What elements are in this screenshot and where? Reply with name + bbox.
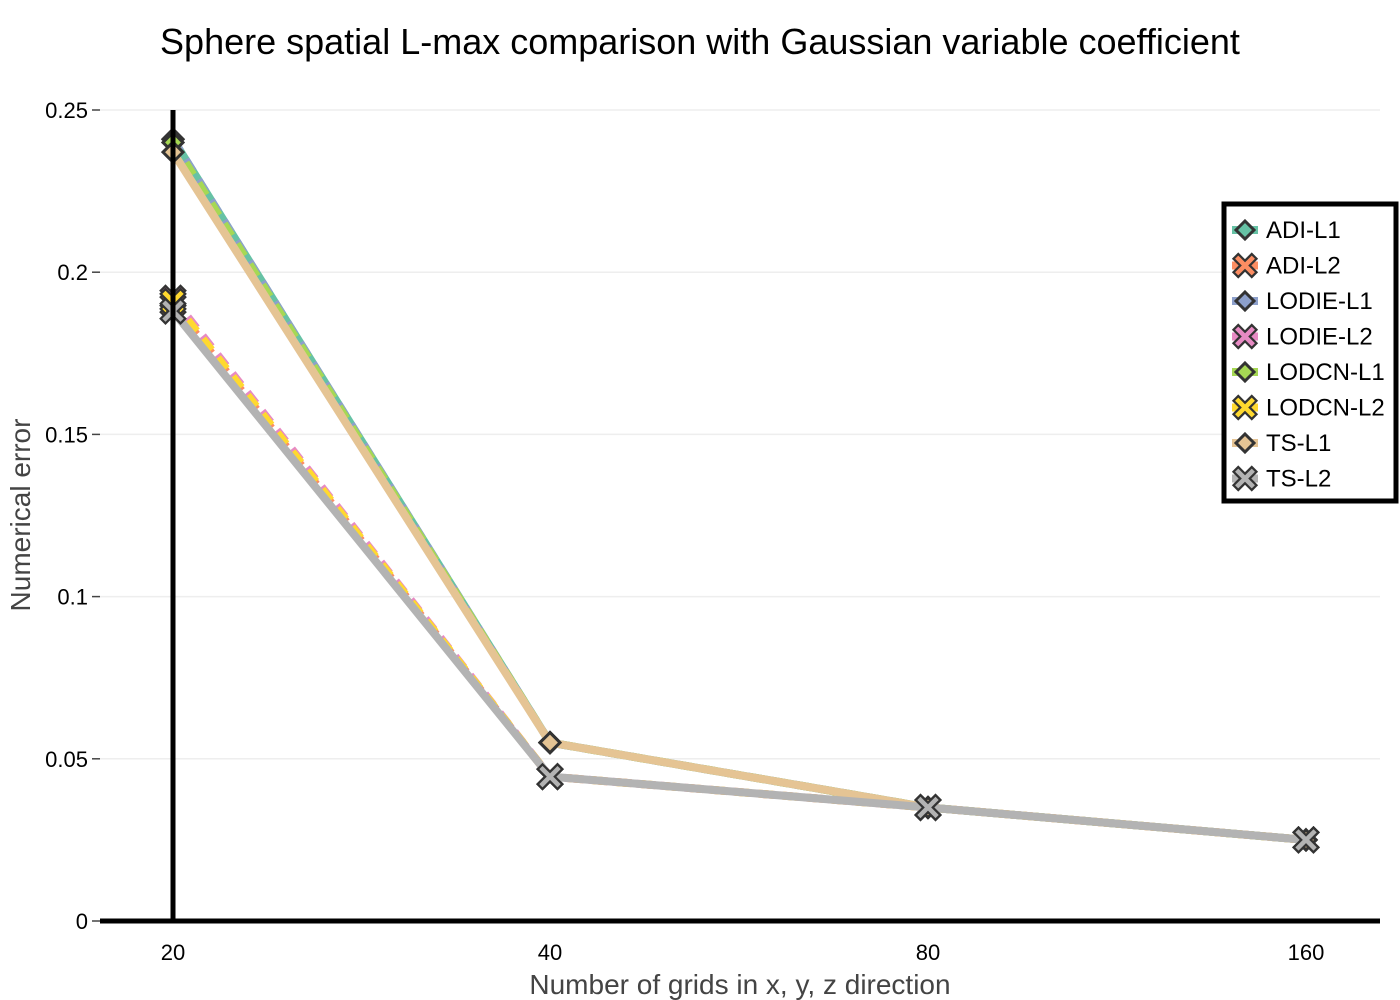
chart-title: Sphere spatial L-max comparison with Gau… [160, 21, 1240, 62]
series-layer [159, 127, 1320, 854]
legend: ADI-L1 ADI-L2 LODIE-L1 LODIE-L2 LODCN-L1 LODC… [1221, 201, 1399, 504]
y-tick-label: 0.2 [57, 260, 88, 285]
y-tick-label: 0.05 [45, 747, 88, 772]
axes [100, 110, 1380, 924]
series-ts-l2 [159, 297, 1320, 854]
x-marker [1231, 323, 1259, 350]
legend-label: LODIE-L2 [1266, 324, 1373, 351]
x-marker [1292, 826, 1320, 854]
series-line [169, 308, 1307, 844]
diamond-marker [1233, 218, 1257, 242]
series-line [169, 302, 1307, 844]
x-tick-label: 20 [161, 940, 185, 965]
diamond-marker [1233, 431, 1257, 455]
y-tick-label: 0.15 [45, 422, 88, 447]
x-marker [536, 762, 564, 791]
series-line [169, 137, 1307, 844]
x-tick-label: 40 [538, 940, 562, 965]
legend-label: ADI-L1 [1266, 217, 1341, 244]
series-adi-l1 [160, 127, 1319, 853]
series-ts-l1 [160, 140, 1319, 853]
legend-item: LODCN-L2 [1231, 394, 1385, 422]
legend-item: LODIE-L1 [1232, 288, 1373, 315]
series-lodcn-l2 [159, 287, 1320, 854]
legend-label: ADI-L2 [1266, 253, 1341, 280]
diamond-marker [1233, 360, 1257, 384]
legend-label: TS-L2 [1266, 466, 1331, 493]
legend-label: LODCN-L1 [1266, 359, 1385, 386]
x-marker [1231, 465, 1259, 492]
y-axis-label: Numerical error [5, 419, 36, 612]
legend-label: LODCN-L2 [1266, 395, 1385, 422]
x-marker [1231, 252, 1259, 279]
y-tick-label: 0 [76, 909, 88, 934]
series-adi-l2 [159, 290, 1320, 854]
legend-label: LODIE-L1 [1266, 288, 1373, 315]
x-axis-label: Number of grids in x, y, z direction [529, 969, 950, 1000]
legend-item: ADI-L1 [1232, 217, 1341, 244]
series-line [169, 150, 1307, 844]
x-marker [914, 793, 942, 822]
grid-lines [100, 109, 1380, 760]
legend-item: LODIE-L2 [1231, 323, 1373, 351]
legend-label: TS-L1 [1266, 430, 1331, 457]
series-lodcn-l1 [160, 130, 1319, 853]
diamond-marker [537, 730, 563, 755]
tick-labels: 0 0.05 0.1 0.15 0.2 0.25 20 40 80 160 [45, 98, 1324, 965]
series-lodie-l1 [160, 127, 1319, 853]
series-line [169, 137, 1307, 844]
legend-item: ADI-L2 [1231, 252, 1341, 280]
legend-item: TS-L1 [1232, 430, 1331, 457]
y-tick-label: 0.1 [57, 585, 88, 610]
legend-item: TS-L2 [1231, 465, 1331, 493]
y-tick-label: 0.25 [45, 98, 88, 123]
series-line [169, 140, 1307, 844]
x-tick-label: 160 [1288, 940, 1325, 965]
x-marker [1231, 394, 1259, 421]
x-tick-label: 80 [916, 940, 940, 965]
series-lodie-l2 [159, 284, 1320, 854]
diamond-marker [1233, 289, 1257, 313]
legend-item: LODCN-L1 [1232, 359, 1385, 386]
